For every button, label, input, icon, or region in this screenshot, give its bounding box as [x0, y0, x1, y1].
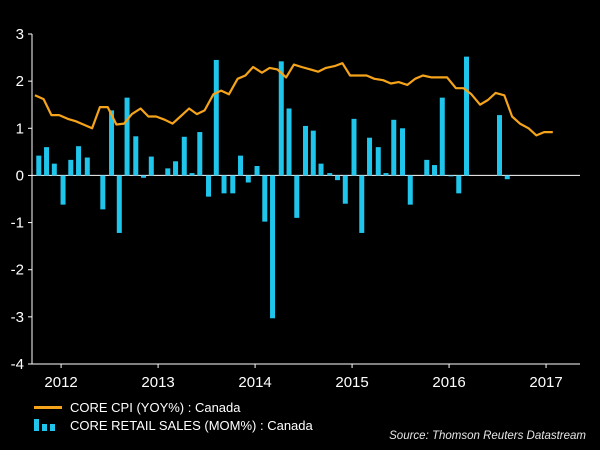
retail-sales-bar [359, 175, 365, 233]
retail-sales-bar [36, 155, 42, 176]
retail-sales-bar [351, 118, 357, 176]
plot-frame [31, 34, 580, 365]
retail-sales-bar [303, 125, 309, 176]
y-tick-label: -1 [11, 215, 24, 232]
retail-sales-bar [391, 119, 397, 176]
retail-sales-bar [270, 175, 276, 319]
retail-sales-bar [400, 128, 406, 176]
retail-sales-bar [109, 110, 115, 176]
retail-sales-bar [294, 175, 300, 218]
retail-sales-bar [60, 175, 66, 205]
retail-sales-bar [141, 175, 147, 178]
x-tick-label: 2012 [44, 374, 77, 391]
x-tick-label: 2015 [335, 374, 368, 391]
retail-sales-bar [181, 136, 187, 176]
legend-item-retail: CORE RETAIL SALES (MOM%) : Canada [34, 416, 313, 434]
retail-sales-bar [318, 163, 324, 176]
retail-sales-bar [68, 159, 74, 176]
retail-sales-bar [189, 173, 195, 176]
retail-sales-bar [407, 175, 413, 205]
retail-sales-bar [76, 146, 82, 176]
retail-sales-bar [245, 175, 251, 183]
y-tick-label: 3 [16, 26, 24, 43]
y-axis: 3 2 1 0 -1 -2 -3 -4 [11, 26, 32, 373]
retail-sales-bar [173, 161, 179, 176]
bar-swatch-icon [34, 419, 62, 431]
retail-sales-bar [44, 147, 50, 176]
legend-label-retail: CORE RETAIL SALES (MOM%) : Canada [70, 417, 313, 433]
legend-item-cpi: CORE CPI (YOY%) : Canada [34, 398, 313, 416]
legend-label-cpi: CORE CPI (YOY%) : Canada [70, 399, 241, 415]
retail-sales-bar [342, 175, 348, 204]
retail-sales-bar [278, 61, 284, 176]
x-tick-label: 2014 [238, 374, 271, 391]
line-swatch-icon [34, 401, 62, 413]
retail-sales-bar [439, 97, 445, 176]
retail-sales-bar [496, 115, 502, 176]
retail-sales-bar [383, 173, 389, 176]
retail-sales-bar [238, 155, 244, 176]
retail-sales-bar [51, 163, 57, 176]
y-tick-label: 1 [16, 120, 24, 137]
retail-sales-bar [432, 165, 438, 176]
retail-sales-bar [133, 136, 139, 176]
retail-sales-bar [116, 175, 122, 233]
cpi-line [34, 62, 553, 137]
retail-sales-bar [464, 56, 470, 176]
y-tick-label: -2 [11, 262, 24, 279]
retail-sales-bar [213, 59, 219, 176]
retail-sales-bar [456, 175, 462, 194]
legend: CORE CPI (YOY%) : Canada CORE RETAIL SAL… [34, 398, 313, 434]
retail-sales-bar [367, 137, 373, 176]
cpi-line-layer [34, 62, 553, 137]
y-tick-label: -4 [11, 356, 24, 373]
retail-sales-bar [148, 156, 154, 176]
y-tick-label: -3 [11, 309, 24, 326]
source-note: Source: Thomson Reuters Datastream [389, 430, 586, 442]
x-tick-label: 2017 [529, 374, 562, 391]
y-tick-label: 0 [16, 167, 24, 184]
retail-sales-bar [375, 147, 381, 176]
retail-sales-bar [197, 132, 203, 176]
retail-sales-bar [206, 175, 212, 197]
x-axis: 2012 2013 2014 2015 2016 2017 [44, 364, 563, 391]
retail-sales-bar [448, 175, 454, 177]
retail-sales-bar [327, 173, 333, 176]
y-tick-label: 2 [16, 73, 24, 90]
retail-sales-bar [335, 175, 341, 181]
retail-sales-bar [84, 157, 90, 176]
retail-sales-bar [310, 130, 316, 176]
retail-sales-bars [36, 56, 510, 319]
retail-sales-bar [286, 108, 292, 176]
retail-sales-bar [230, 175, 236, 194]
retail-sales-bar [262, 175, 268, 222]
retail-sales-bar [254, 166, 260, 176]
retail-sales-bar [424, 159, 430, 176]
retail-sales-bar [124, 97, 130, 176]
x-tick-label: 2016 [432, 374, 465, 391]
retail-sales-bar [165, 168, 171, 176]
x-tick-label: 2013 [141, 374, 174, 391]
retail-sales-bar [100, 175, 106, 210]
retail-sales-bar [221, 175, 227, 194]
retail-sales-bar [504, 175, 510, 180]
